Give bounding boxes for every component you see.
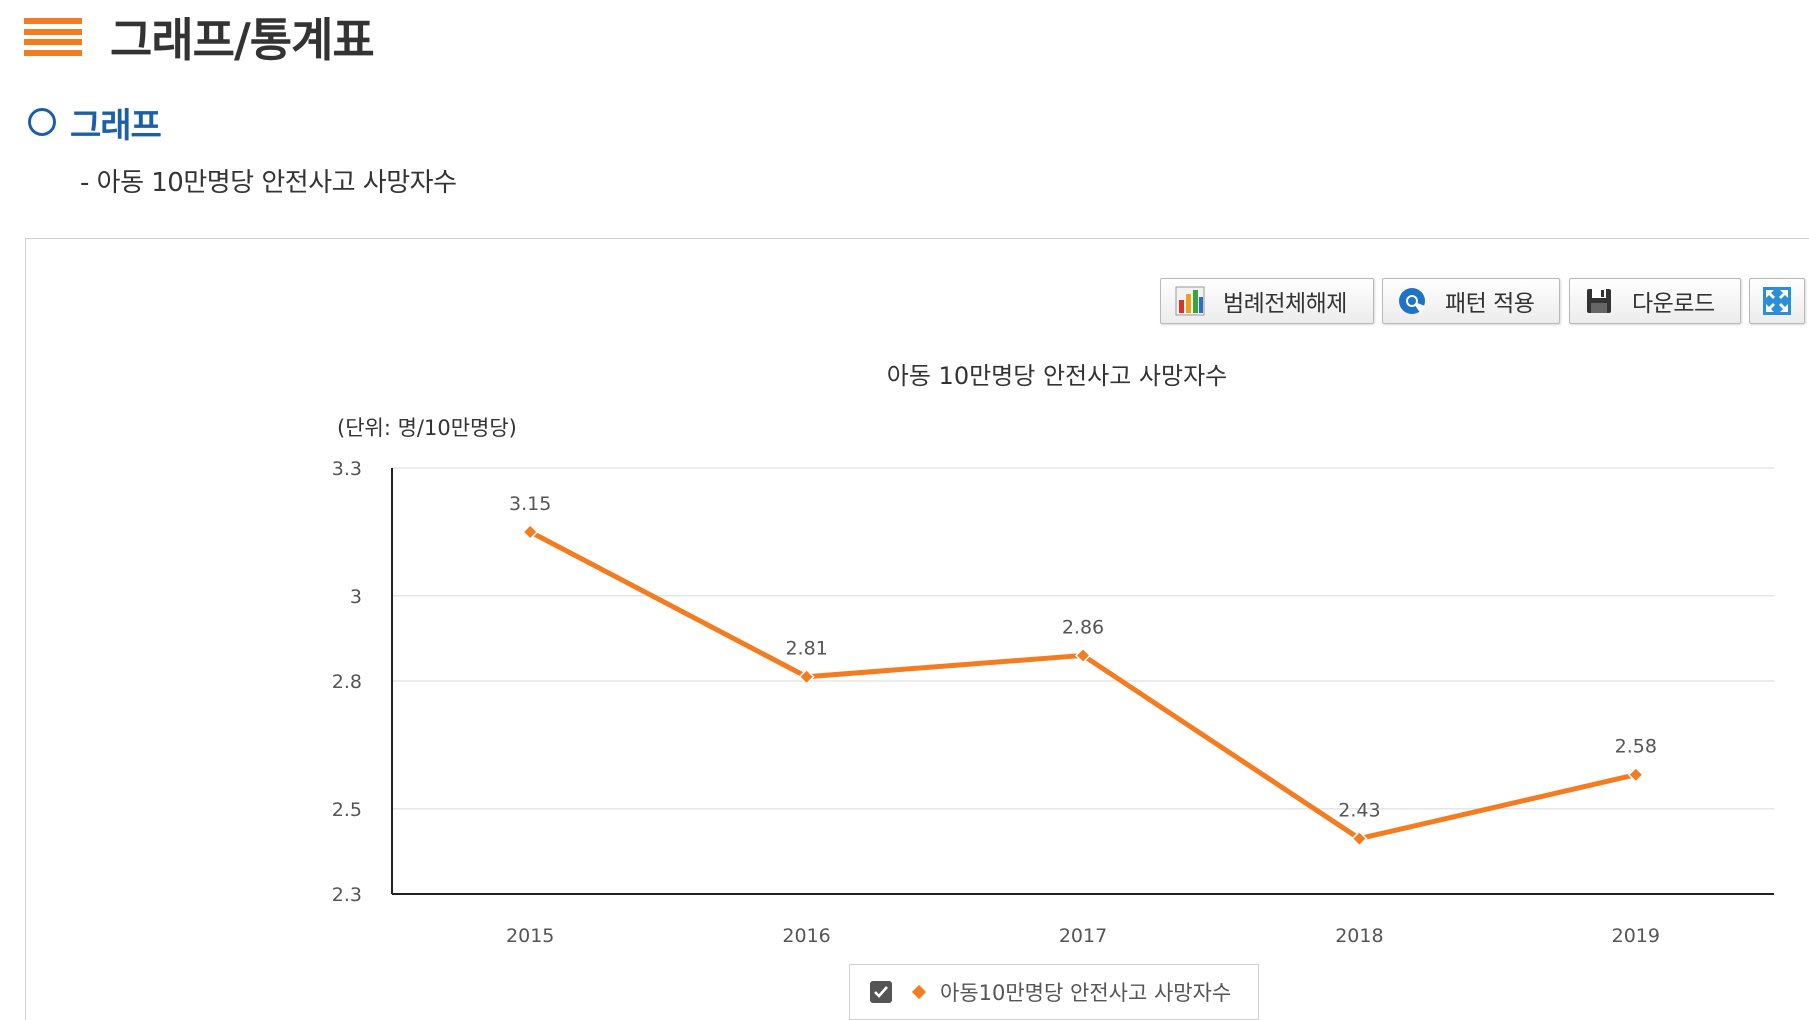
- x-tick-label: 2015: [506, 925, 554, 947]
- x-tick-label: 2016: [782, 925, 830, 947]
- checkmark-icon: [874, 986, 888, 998]
- fullscreen-icon: [1763, 287, 1791, 315]
- refresh-icon: [1399, 288, 1425, 314]
- data-label-layer: 3.15 2.81 2.86 2.43 2.58: [509, 493, 1657, 822]
- fullscreen-button[interactable]: [1749, 278, 1805, 324]
- pattern-apply-button[interactable]: 패턴 적용: [1382, 278, 1560, 324]
- chart-title: 아동 10만명당 안전사고 사망자수: [887, 362, 1227, 390]
- unit-label: (단위: 명/10만명당): [337, 416, 517, 440]
- series-layer: [522, 523, 1644, 847]
- chart-panel: [25, 238, 1809, 1020]
- x-tick-label: 2018: [1335, 925, 1383, 947]
- legend-off-label: 범례전체해제: [1223, 291, 1347, 317]
- section-title-text: 그래프: [70, 105, 162, 146]
- grid-layer: [392, 467, 1774, 810]
- data-label: 2.86: [1062, 616, 1104, 638]
- save-disk-icon: [1587, 289, 1611, 313]
- data-label: 3.15: [509, 493, 551, 515]
- data-point[interactable]: [798, 668, 815, 685]
- legend-checkbox[interactable]: [870, 981, 892, 1003]
- section-title: 그래프: [28, 98, 162, 146]
- bar-chart-icon: [1175, 286, 1205, 316]
- data-label: 2.81: [785, 638, 827, 660]
- data-point[interactable]: [1074, 647, 1092, 664]
- legend-diamond-icon: [911, 984, 927, 1000]
- data-point[interactable]: [1351, 830, 1368, 847]
- legend-off-button[interactable]: 범례전체해제: [1160, 278, 1374, 324]
- data-point[interactable]: [522, 523, 539, 540]
- axis-layer: 3.3 3 2.8 2.5 2.3 2015 2016 2017 2018 2019: [332, 458, 1774, 947]
- y-tick-label: 3: [350, 586, 362, 608]
- y-tick-label: 2.8: [332, 671, 362, 693]
- menu-lines-icon: [24, 18, 82, 56]
- x-tick-label: 2019: [1612, 925, 1660, 947]
- y-tick-label: 3.3: [332, 458, 362, 480]
- x-tick-label: 2017: [1059, 925, 1107, 947]
- download-button[interactable]: 다운로드: [1569, 278, 1741, 324]
- page-title: 그래프/통계표: [110, 13, 375, 67]
- chart-legend: 아동10만명당 안전사고 사망자수: [849, 964, 1259, 1020]
- pattern-apply-label: 패턴 적용: [1445, 291, 1535, 317]
- y-tick-label: 2.5: [332, 799, 362, 821]
- data-point[interactable]: [1627, 766, 1644, 783]
- download-label: 다운로드: [1632, 291, 1715, 317]
- y-tick-label: 2.3: [332, 884, 362, 906]
- circle-bullet-icon: [28, 108, 56, 136]
- data-label: 2.43: [1338, 800, 1380, 822]
- chart-subtitle: - 아동 10만명당 안전사고 사망자수: [80, 168, 457, 198]
- data-label: 2.58: [1615, 736, 1657, 758]
- legend-label[interactable]: 아동10만명당 안전사고 사망자수: [940, 981, 1232, 1005]
- series-line: [527, 529, 1639, 842]
